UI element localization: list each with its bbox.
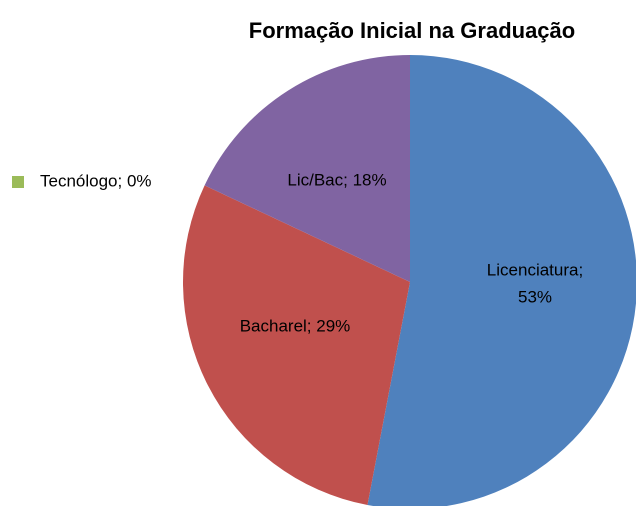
legend-key — [12, 176, 24, 188]
data-label: Licenciatura; 53% — [487, 261, 583, 307]
data-label: Lic/Bac; 18% — [287, 170, 386, 189]
pie-slice — [183, 185, 410, 505]
pie-slice — [204, 55, 410, 282]
data-label: Bacharel; 29% — [240, 316, 351, 335]
data-label: Tecnólogo; 0% — [40, 171, 152, 190]
pie-slice — [367, 55, 636, 506]
chart-title: Formação Inicial na Graduação — [249, 18, 575, 43]
